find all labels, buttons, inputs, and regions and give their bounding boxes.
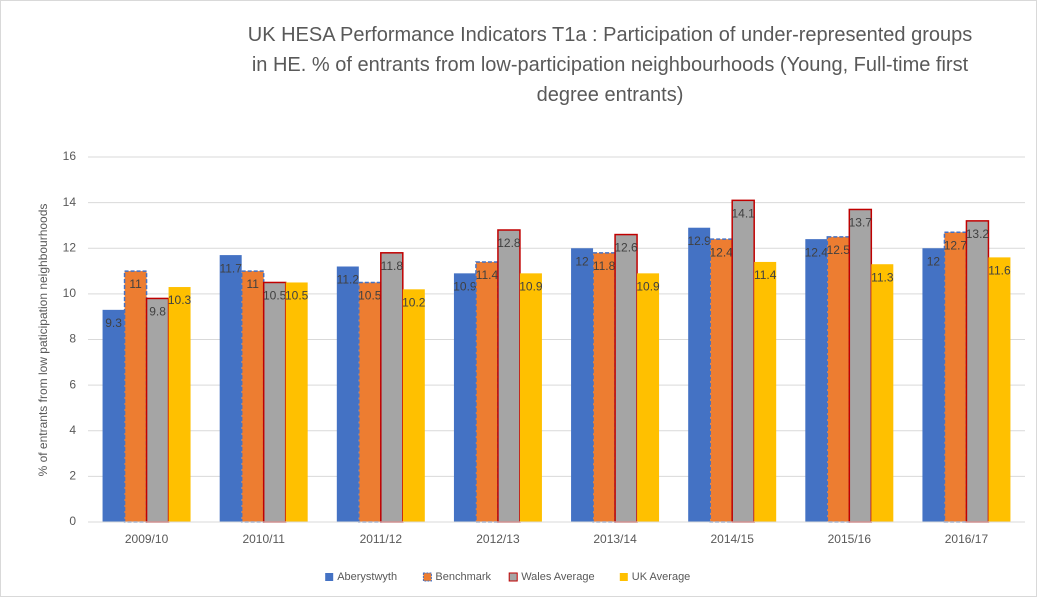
x-tick-label: 2011/12 — [360, 532, 403, 546]
bar — [453, 273, 476, 522]
legend-swatch — [619, 573, 628, 581]
bar — [637, 273, 660, 522]
bar — [519, 273, 542, 522]
legend-swatch — [325, 573, 334, 581]
y-tick-label: 0 — [69, 514, 76, 528]
bar — [571, 248, 594, 522]
data-label: 12 — [575, 254, 589, 268]
legend-swatch — [508, 572, 518, 582]
data-label: 11.4 — [754, 268, 777, 282]
bar — [168, 287, 191, 522]
data-label: 11.8 — [593, 259, 616, 273]
x-tick-label: 2010/11 — [242, 532, 285, 546]
bar — [358, 281, 382, 523]
data-label: 11.4 — [476, 268, 499, 282]
data-label: 11.8 — [381, 259, 404, 273]
data-label: 12.5 — [827, 243, 851, 257]
data-label: 11 — [129, 277, 142, 291]
y-tick-label: 4 — [69, 423, 76, 437]
data-label: 12 — [927, 254, 941, 268]
bar — [826, 236, 851, 523]
bar — [592, 252, 616, 523]
data-label: 10.9 — [519, 280, 543, 294]
bar — [285, 282, 308, 522]
bar — [219, 255, 242, 522]
data-label: 10.5 — [263, 289, 287, 303]
bar — [988, 257, 1011, 522]
bar — [262, 281, 287, 523]
legend-label: Aberystwyth — [337, 571, 397, 583]
x-tick-label: 2013/14 — [593, 532, 637, 546]
bar — [475, 261, 499, 523]
bar — [614, 233, 638, 523]
data-label: 12.6 — [614, 241, 638, 255]
bar — [123, 270, 148, 523]
bar — [402, 289, 425, 522]
legend-label: Benchmark — [435, 571, 491, 583]
bar — [145, 297, 170, 523]
data-label: 10.3 — [168, 293, 192, 307]
bar — [497, 229, 521, 523]
data-label: 10.9 — [453, 280, 477, 294]
x-tick-label: 2012/13 — [476, 532, 520, 546]
data-label: 10.2 — [402, 295, 426, 309]
bar — [380, 252, 404, 523]
x-tick-label: 2015/16 — [828, 532, 872, 546]
data-label: 12.9 — [688, 234, 712, 248]
data-label: 12.4 — [805, 245, 829, 259]
y-tick-label: 12 — [63, 240, 77, 254]
y-tick-label: 8 — [69, 332, 76, 346]
data-label: 11.2 — [337, 273, 360, 287]
data-label: 10.5 — [285, 289, 309, 303]
data-label: 11.6 — [988, 264, 1011, 278]
x-tick-label: 2009/10 — [125, 532, 169, 546]
bar — [754, 261, 777, 522]
data-label: 11.3 — [871, 270, 894, 284]
data-label: 12.4 — [710, 245, 734, 259]
bar — [943, 231, 968, 523]
chart-title: UK HESA Performance Indicators T1a : Par… — [247, 24, 973, 106]
legend-swatch — [422, 572, 432, 582]
data-label: 9.8 — [149, 305, 166, 319]
bar — [731, 199, 755, 523]
y-tick-label: 10 — [63, 286, 77, 300]
bar — [336, 266, 359, 522]
legend-label: UK Average — [632, 571, 691, 583]
data-label: 10.9 — [636, 280, 660, 294]
bar — [240, 270, 265, 523]
data-label: 14.1 — [732, 207, 756, 221]
x-tick-label: 2016/17 — [945, 532, 989, 546]
data-label: 12.8 — [497, 236, 521, 250]
y-tick-label: 6 — [69, 377, 76, 391]
legend-label: Wales Average — [521, 571, 594, 583]
bar — [805, 239, 828, 522]
data-label: 13.7 — [849, 216, 873, 230]
y-tick-label: 14 — [63, 195, 77, 209]
bar — [848, 208, 873, 523]
data-label: 9.3 — [105, 316, 122, 330]
data-label: 12.7 — [944, 238, 968, 252]
bar — [709, 238, 733, 523]
y-tick-label: 2 — [69, 469, 76, 483]
bar — [102, 309, 125, 522]
bar — [922, 248, 945, 522]
bar — [871, 264, 894, 522]
data-label: 11.7 — [219, 261, 242, 275]
bar — [965, 220, 990, 523]
data-label: 13.2 — [966, 227, 990, 241]
x-tick-label: 2014/15 — [710, 532, 754, 546]
y-tick-label: 16 — [63, 149, 77, 163]
y-axis-label: % of entrants from low paticipation neig… — [36, 204, 50, 477]
bar — [688, 227, 711, 522]
data-label: 11 — [246, 277, 259, 291]
data-label: 10.5 — [358, 289, 382, 303]
